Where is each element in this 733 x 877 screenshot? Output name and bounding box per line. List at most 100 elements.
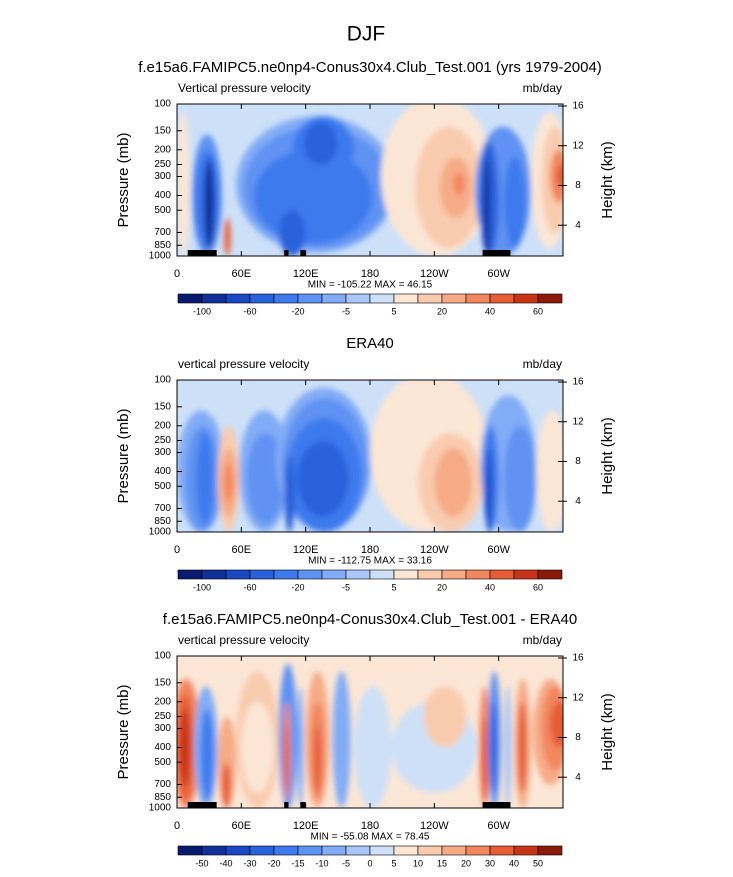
y-tick-label: 850 — [154, 792, 171, 803]
colorbar-box — [321, 569, 347, 580]
y-tick-label: 200 — [154, 144, 171, 155]
y-axis-label: Pressure (mb) — [115, 408, 132, 503]
y-tick-label: 250 — [154, 711, 171, 722]
colorbar-box — [273, 293, 299, 304]
y2-tick-label: 8 — [575, 456, 581, 467]
y-tick-label: 100 — [154, 651, 171, 662]
colorbar-label: 20 — [461, 858, 471, 868]
x-tick-label: 0 — [174, 820, 180, 832]
colorbar-label: 50 — [533, 858, 543, 868]
colorbar-box — [297, 293, 323, 304]
colorbar-label: 20 — [437, 306, 447, 316]
contour-field — [177, 656, 563, 808]
field-region — [423, 686, 467, 748]
field-region — [314, 724, 321, 793]
colorbar-box — [513, 845, 539, 856]
y-tick-label: 150 — [154, 125, 171, 136]
colorbar-box — [201, 569, 227, 580]
y-tick-label: 300 — [154, 723, 171, 734]
colorbar-box — [321, 845, 347, 856]
y-tick-label: 500 — [154, 757, 171, 768]
field-region — [332, 671, 351, 808]
colorbar-label: 15 — [437, 858, 447, 868]
colorbar-label: -5 — [342, 582, 350, 592]
colorbar-box — [249, 845, 275, 856]
y-tick-label: 100 — [154, 99, 171, 110]
y-tick-label: 400 — [154, 466, 171, 477]
colorbar-label: 20 — [437, 582, 447, 592]
min-max-stats: MIN = -55.08 MAX = 78.45 — [311, 832, 430, 843]
y-tick-label: 250 — [154, 435, 171, 446]
y-tick-label: 300 — [154, 171, 171, 182]
colorbar-box — [345, 293, 371, 304]
colorbar-label: -60 — [243, 582, 256, 592]
field-region — [517, 701, 527, 793]
colorbar-label: 5 — [391, 306, 396, 316]
y2-tick-label: 12 — [572, 692, 584, 703]
colorbar-box — [225, 293, 251, 304]
colorbar-label: 10 — [413, 858, 423, 868]
colorbar-label: -20 — [267, 858, 280, 868]
colorbar-label: 0 — [367, 858, 372, 868]
terrain — [300, 250, 306, 256]
field-region — [556, 164, 563, 188]
field-shapes — [177, 663, 563, 808]
y-tick-label: 200 — [154, 696, 171, 707]
panel-title: ERA40 — [346, 335, 394, 352]
x-tick-label: 60E — [232, 544, 252, 556]
colorbar-box — [273, 845, 299, 856]
y-tick-label: 100 — [154, 375, 171, 386]
field-region — [196, 433, 214, 525]
colorbar-box — [201, 845, 227, 856]
x-tick-label: 120W — [420, 268, 449, 280]
left-label: vertical pressure velocity — [178, 633, 309, 647]
panel-title: f.e15a6.FAMIPC5.ne0np4-Conus30x4.Club_Te… — [163, 611, 577, 628]
colorbar-box — [369, 293, 395, 304]
field-region — [434, 448, 472, 517]
field-region — [224, 463, 233, 502]
left-label: vertical pressure velocity — [178, 357, 309, 371]
field-region — [504, 157, 526, 249]
field-region — [453, 172, 465, 196]
colorbar-box — [489, 845, 515, 856]
y2-tick-label: 4 — [575, 772, 581, 783]
field-region — [504, 425, 537, 532]
colorbar-box — [489, 569, 515, 580]
terrain — [284, 250, 289, 256]
colorbar-box — [297, 569, 323, 580]
y-tick-label: 850 — [154, 516, 171, 527]
field-region — [224, 218, 231, 256]
y-tick-label: 150 — [154, 401, 171, 412]
x-tick-label: 60E — [232, 268, 252, 280]
field-region — [483, 157, 491, 256]
x-tick-label: 120E — [293, 820, 319, 832]
colorbar-box — [465, 293, 491, 304]
terrain — [284, 802, 289, 808]
colorbar-label: -100 — [193, 582, 211, 592]
x-tick-label: 60W — [487, 268, 510, 280]
x-tick-label: 60W — [487, 544, 510, 556]
field-region — [297, 686, 304, 808]
y-tick-label: 300 — [154, 447, 171, 458]
y-axis-label: Pressure (mb) — [115, 132, 132, 227]
colorbar-label: -30 — [243, 858, 256, 868]
y2-axis-label: Height (km) — [599, 693, 616, 771]
colorbar-label: -20 — [291, 582, 304, 592]
field-region — [241, 701, 274, 793]
field-region — [481, 716, 488, 801]
y-axis-label: Pressure (mb) — [115, 684, 132, 779]
y-tick-label: 700 — [154, 779, 171, 790]
x-tick-label: 180 — [361, 544, 379, 556]
colorbar-label: 40 — [485, 306, 495, 316]
colorbar-box — [177, 569, 203, 580]
colorbar-box — [417, 293, 443, 304]
y-tick-label: 150 — [154, 677, 171, 688]
colorbar-label: 40 — [509, 858, 519, 868]
terrain — [187, 802, 217, 808]
colorbar-box — [249, 569, 275, 580]
colorbar-box — [513, 293, 539, 304]
panel-title: f.e15a6.FAMIPC5.ne0np4-Conus30x4.Club_Te… — [138, 59, 602, 76]
x-tick-label: 120W — [420, 820, 449, 832]
colorbar-label: -100 — [193, 306, 211, 316]
